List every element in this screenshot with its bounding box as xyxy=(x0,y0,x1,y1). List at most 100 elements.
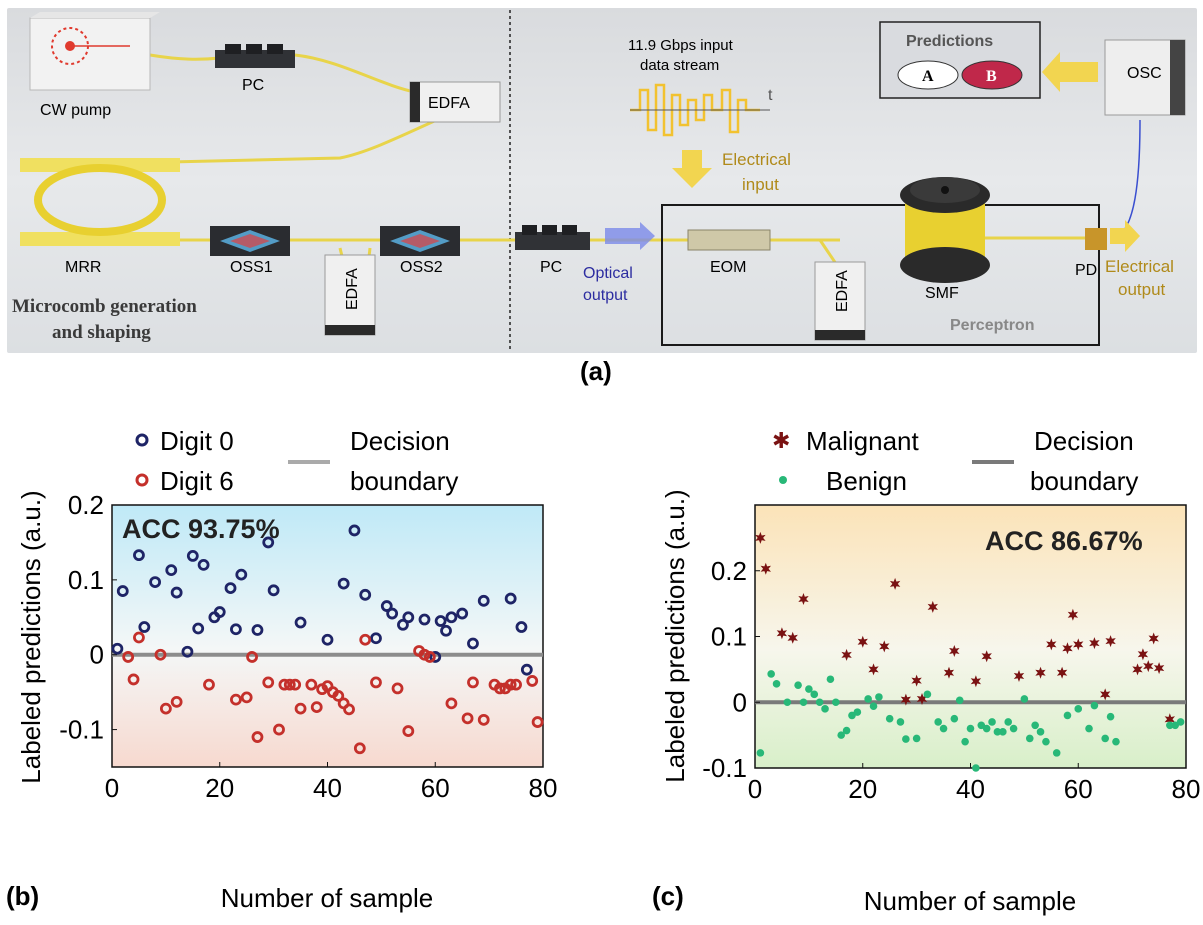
legend-marker-malignant: ✱ xyxy=(772,428,790,453)
point-malignant xyxy=(916,693,928,705)
point-digit-6 xyxy=(510,678,522,691)
point-benign xyxy=(826,675,835,684)
edfa-bottom-left-label: EDFA xyxy=(344,268,361,310)
point-malignant xyxy=(1013,670,1025,682)
point-benign xyxy=(848,711,856,720)
point-digit-0 xyxy=(370,632,382,645)
edfa-right-device xyxy=(814,261,866,341)
point-benign xyxy=(902,735,910,743)
panel-b-letter: (b) xyxy=(6,881,39,911)
point-benign xyxy=(837,731,845,739)
point-digit-6 xyxy=(262,676,275,689)
point-malignant xyxy=(949,645,960,657)
point-digit-6 xyxy=(353,742,366,755)
point-digit-6 xyxy=(499,682,512,695)
point-digit-0 xyxy=(208,611,221,624)
point-digit-0 xyxy=(111,642,124,655)
point-benign xyxy=(1036,728,1045,736)
point-digit-0 xyxy=(138,621,151,633)
point-malignant xyxy=(1067,608,1079,621)
point-digit-0 xyxy=(520,663,533,676)
legend-label-benign: Benign xyxy=(826,466,907,496)
class-b-label: B xyxy=(986,68,997,85)
point-digit-6 xyxy=(526,675,539,687)
point-malignant xyxy=(868,663,879,676)
point-benign xyxy=(912,734,921,743)
point-digit-0 xyxy=(504,592,517,605)
point-digit-6 xyxy=(423,651,436,663)
panel-c-letter: (c) xyxy=(652,881,684,911)
point-malignant xyxy=(776,627,788,640)
x-tick-label: 0 xyxy=(748,774,762,804)
electrical-output-label-1: Electrical xyxy=(1105,257,1174,276)
point-digit-0 xyxy=(477,594,490,607)
point-digit-0 xyxy=(397,618,409,631)
point-malignant xyxy=(879,640,890,653)
legend-marker-digit-0 xyxy=(135,433,149,447)
class-a-label: A xyxy=(922,68,934,85)
point-malignant xyxy=(798,593,809,605)
y-axis-label-c: Labeled predictions (a.u.) xyxy=(660,489,690,782)
point-malignant xyxy=(1046,638,1057,651)
point-malignant xyxy=(1100,688,1111,701)
point-digit-6 xyxy=(402,725,415,737)
x-tick-label: 20 xyxy=(205,773,234,803)
point-digit-6 xyxy=(122,651,135,663)
optical-output-label-2: output xyxy=(583,287,628,304)
point-malignant xyxy=(970,675,982,688)
x-tick-label: 0 xyxy=(105,773,119,803)
point-malignant xyxy=(1137,648,1149,661)
point-digit-6 xyxy=(531,716,544,728)
point-malignant xyxy=(1148,632,1159,645)
plot-frame xyxy=(111,504,544,768)
legend-label-boundary-b-2: boundary xyxy=(350,466,458,496)
point-benign xyxy=(1020,695,1029,703)
point-malignant xyxy=(787,631,798,644)
point-digit-6 xyxy=(343,703,355,716)
point-benign xyxy=(1052,749,1061,757)
panel-a-caption: (a) xyxy=(580,356,612,386)
data-stream-waveform xyxy=(630,83,760,137)
point-benign xyxy=(1009,724,1018,733)
y-tick-label: 0.1 xyxy=(68,565,104,595)
point-benign xyxy=(1171,721,1180,730)
point-benign xyxy=(999,728,1007,736)
point-digit-0 xyxy=(418,613,431,626)
electrical-cable xyxy=(1114,119,1141,239)
point-digit-0 xyxy=(251,624,264,636)
point-digit-6 xyxy=(477,713,490,726)
x-tick-label: 20 xyxy=(848,774,877,804)
point-benign xyxy=(950,714,959,723)
smf-label: SMF xyxy=(925,285,959,302)
class-b-ellipse xyxy=(961,60,1023,90)
point-malignant xyxy=(911,674,922,687)
legend-marker-benign xyxy=(779,476,787,484)
accuracy-annotation-b: ACC 93.75% xyxy=(122,514,280,544)
point-benign xyxy=(1085,724,1093,733)
x-tick-label: 40 xyxy=(313,773,342,803)
point-benign xyxy=(955,696,964,705)
point-benign xyxy=(1025,734,1034,743)
point-digit-6 xyxy=(461,712,474,725)
eom-device xyxy=(687,229,771,251)
point-digit-6 xyxy=(332,689,345,702)
point-benign xyxy=(756,749,765,757)
point-digit-0 xyxy=(386,607,399,620)
legend-label-malignant: Malignant xyxy=(806,426,920,456)
point-malignant xyxy=(1153,662,1165,675)
x-tick-label: 40 xyxy=(956,774,985,804)
x-axis-label-b: Number of sample xyxy=(221,883,433,913)
point-benign xyxy=(923,690,932,699)
legend-label-digit-6: Digit 6 xyxy=(160,466,234,496)
point-benign xyxy=(966,724,975,733)
input-stream-label-1: 11.9 Gbps input xyxy=(628,37,734,54)
eom-label: EOM xyxy=(710,259,746,276)
point-digit-0 xyxy=(197,558,210,571)
y-tick-label: 0.2 xyxy=(68,490,104,520)
point-benign xyxy=(1176,718,1185,726)
pc-top-label: PC xyxy=(242,77,264,94)
predictions-label: Predictions xyxy=(906,33,993,50)
point-benign xyxy=(767,670,775,678)
plot-area-b xyxy=(112,505,543,767)
point-digit-6 xyxy=(251,731,264,743)
